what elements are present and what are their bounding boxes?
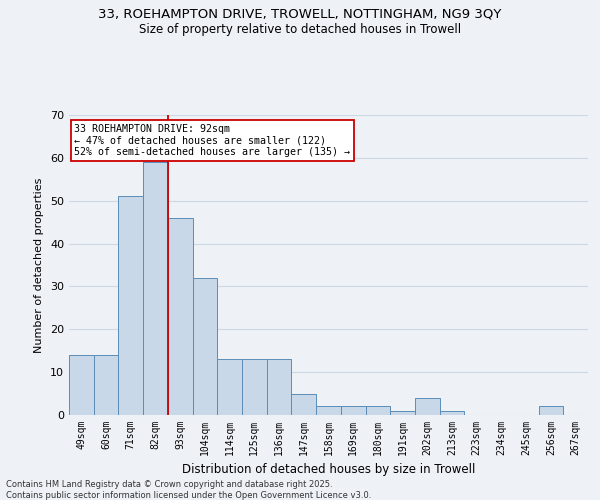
Bar [267, 360, 292, 415]
Bar [168, 218, 193, 415]
Text: Contains HM Land Registry data © Crown copyright and database right 2025.
Contai: Contains HM Land Registry data © Crown c… [6, 480, 371, 500]
Bar [69, 355, 94, 415]
Bar [539, 406, 563, 415]
Bar [365, 406, 390, 415]
Bar [341, 406, 365, 415]
Bar [415, 398, 440, 415]
X-axis label: Distribution of detached houses by size in Trowell: Distribution of detached houses by size … [182, 464, 475, 476]
Text: 33, ROEHAMPTON DRIVE, TROWELL, NOTTINGHAM, NG9 3QY: 33, ROEHAMPTON DRIVE, TROWELL, NOTTINGHA… [98, 8, 502, 20]
Bar [242, 360, 267, 415]
Text: Size of property relative to detached houses in Trowell: Size of property relative to detached ho… [139, 22, 461, 36]
Bar [94, 355, 118, 415]
Bar [440, 410, 464, 415]
Bar [390, 410, 415, 415]
Bar [193, 278, 217, 415]
Bar [217, 360, 242, 415]
Bar [118, 196, 143, 415]
Y-axis label: Number of detached properties: Number of detached properties [34, 178, 44, 352]
Text: 33 ROEHAMPTON DRIVE: 92sqm
← 47% of detached houses are smaller (122)
52% of sem: 33 ROEHAMPTON DRIVE: 92sqm ← 47% of deta… [74, 124, 350, 157]
Bar [292, 394, 316, 415]
Bar [143, 162, 168, 415]
Bar [316, 406, 341, 415]
